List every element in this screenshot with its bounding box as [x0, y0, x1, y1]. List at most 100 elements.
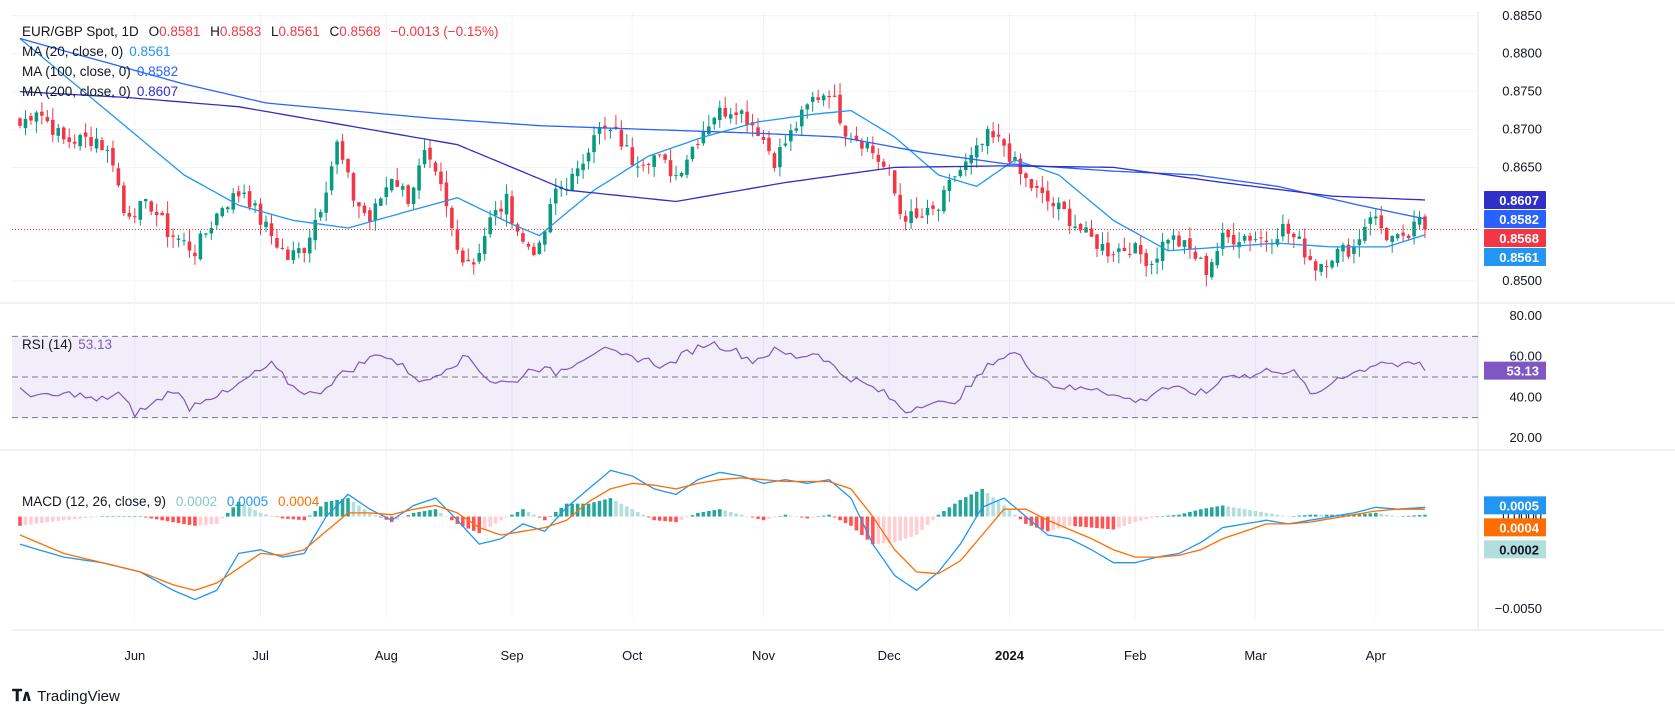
macd-histogram-bar: [920, 516, 924, 530]
candle-body: [767, 137, 771, 152]
macd-histogram-bar: [974, 491, 979, 517]
rsi-line: [19, 341, 1426, 419]
macd-histogram-bar: [767, 516, 771, 519]
macd-histogram-bar: [914, 516, 919, 535]
macd-label: MACD (12, 26, close, 9): [22, 494, 167, 509]
high-value: 0.8583: [219, 24, 262, 39]
candle-body: [236, 191, 241, 197]
candle-body: [1002, 139, 1006, 146]
candle-body: [1111, 254, 1116, 256]
candle-body: [29, 116, 33, 121]
macd-histogram-bar: [1363, 513, 1367, 517]
macd-badge-bg: [1484, 518, 1546, 537]
rsi-value: 53.13: [78, 337, 113, 352]
candle-body: [89, 137, 93, 147]
macd-histogram-bar: [810, 516, 815, 518]
candle-body: [898, 194, 902, 215]
candle-body: [581, 163, 585, 171]
macd-histogram-bar: [581, 503, 585, 517]
tradingview-logo[interactable]: 𝐓∧ TradingView: [12, 686, 120, 706]
macd-histogram-bar: [1013, 514, 1017, 517]
time-tick-label: 2024: [995, 648, 1025, 663]
macd-histogram-bar: [1171, 515, 1176, 517]
macd-histogram-bar: [575, 503, 580, 517]
candle-body: [723, 108, 728, 117]
macd-histogram-bar: [635, 511, 640, 517]
candle-body: [985, 128, 990, 147]
time-tick-label: Mar: [1244, 648, 1267, 663]
candle-body: [1117, 248, 1121, 252]
candle-body: [23, 118, 28, 129]
macd-histogram-bar: [340, 499, 345, 517]
candle-body: [450, 207, 454, 229]
candle-body: [154, 211, 159, 216]
rsi-axis-badge: 53.13: [1506, 364, 1539, 379]
ma200-legend[interactable]: MA (200, close, 0) 0.8607: [22, 82, 184, 102]
ma100-legend[interactable]: MA (100, close, 0) 0.8582: [22, 62, 184, 82]
candle-body: [881, 161, 886, 167]
macd-histogram-bar: [1423, 514, 1427, 517]
candle-body: [83, 132, 88, 137]
macd-histogram-bar: [1056, 516, 1061, 529]
macd-histogram-bar: [794, 516, 799, 518]
candle-body: [772, 153, 777, 168]
macd-histogram-bar: [1220, 505, 1225, 517]
macd-histogram-bar: [1067, 516, 1072, 526]
macd-histogram-bar: [1100, 516, 1105, 529]
macd-histogram-bar: [417, 511, 421, 517]
candle-body: [739, 110, 744, 114]
macd-histogram-bar: [1106, 516, 1110, 530]
candle-body: [379, 198, 383, 206]
candle-body: [1379, 215, 1384, 229]
candle-body: [597, 126, 602, 134]
candle-body: [947, 179, 952, 191]
macd-badge-bg: [1484, 496, 1546, 515]
symbol-label[interactable]: EUR/GBP Spot, 1D: [22, 24, 139, 39]
macd-histogram-bar: [149, 516, 153, 519]
macd-histogram-bar: [231, 507, 235, 517]
macd-histogram-bar: [1051, 516, 1056, 530]
macd-legend[interactable]: MACD (12, 26, close, 9) 0.0002 0.0005 0.…: [22, 492, 325, 512]
candle-body: [543, 231, 547, 245]
ma-line-1: [19, 37, 1426, 220]
candle-body: [920, 216, 924, 218]
ma20-legend[interactable]: MA (20, close, 0) 0.8561: [22, 42, 177, 62]
candle-body: [635, 166, 640, 168]
candle-body: [958, 169, 963, 177]
macd-histogram-bar: [1166, 515, 1170, 517]
candle-body: [860, 141, 864, 149]
candle-body: [1188, 238, 1192, 250]
macd-histogram-bar: [1264, 512, 1269, 517]
candle-body: [854, 135, 859, 141]
candle-body: [1412, 221, 1416, 237]
macd-signal-line: [19, 477, 1425, 591]
candle-body: [1215, 250, 1220, 266]
candle-body: [1128, 253, 1132, 255]
macd-histogram-bar: [280, 516, 285, 519]
candle-body: [1341, 244, 1345, 252]
macd-histogram-bar: [772, 516, 777, 518]
candle-body: [357, 202, 361, 207]
macd-histogram-bar: [1215, 506, 1220, 517]
candle-body: [871, 145, 875, 154]
candle-body: [865, 142, 870, 149]
candle-body: [1313, 261, 1318, 271]
macd-histogram-bar: [510, 514, 514, 517]
macd-histogram-bar: [297, 516, 301, 520]
macd-histogram-bar: [827, 514, 831, 517]
macd-histogram-bar: [482, 516, 487, 530]
macd-histogram-bar: [1149, 516, 1154, 518]
candle-body: [1199, 257, 1203, 259]
macd-histogram-bar: [728, 511, 733, 517]
rsi-legend[interactable]: RSI (14) 53.13: [22, 335, 118, 355]
candle-body: [663, 154, 667, 160]
macd-histogram-bar: [275, 516, 279, 518]
macd-histogram-bar: [444, 516, 449, 518]
macd-histogram-bar: [931, 516, 935, 520]
macd-histogram-bar: [903, 516, 908, 539]
macd-histogram-bar: [1379, 513, 1384, 517]
candle-body: [1024, 173, 1028, 179]
macd-histogram-bar: [34, 516, 39, 524]
candle-body: [936, 209, 941, 211]
